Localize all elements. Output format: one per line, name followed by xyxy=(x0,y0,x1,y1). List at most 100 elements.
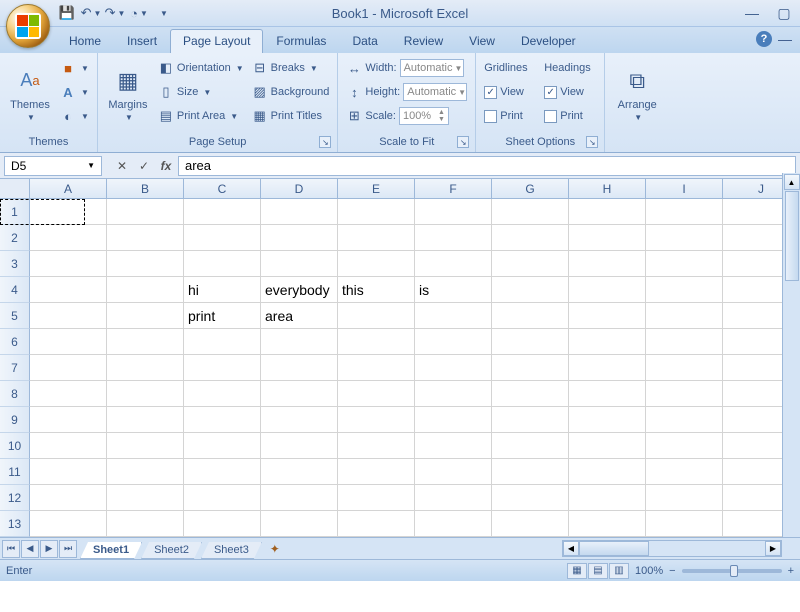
cell-B12[interactable] xyxy=(107,485,184,511)
cell-G8[interactable] xyxy=(492,381,569,407)
col-header-G[interactable]: G xyxy=(492,179,569,199)
cell-I11[interactable] xyxy=(646,459,723,485)
print-titles-button[interactable]: ▦Print Titles xyxy=(250,105,332,127)
cell-E6[interactable] xyxy=(338,329,415,355)
cell-H7[interactable] xyxy=(569,355,646,381)
col-header-D[interactable]: D xyxy=(261,179,338,199)
col-header-I[interactable]: I xyxy=(646,179,723,199)
cell-F7[interactable] xyxy=(415,355,492,381)
col-header-A[interactable]: A xyxy=(30,179,107,199)
cell-C13[interactable] xyxy=(184,511,261,537)
cell-E12[interactable] xyxy=(338,485,415,511)
sheet-tab-sheet3[interactable]: Sheet3 xyxy=(201,542,262,559)
cell-E9[interactable] xyxy=(338,407,415,433)
cell-G7[interactable] xyxy=(492,355,569,381)
cell-F3[interactable] xyxy=(415,251,492,277)
minimize-button[interactable]: — xyxy=(742,4,762,22)
select-all-corner[interactable] xyxy=(0,179,30,199)
office-button[interactable] xyxy=(6,4,50,48)
cell-C9[interactable] xyxy=(184,407,261,433)
cell-I8[interactable] xyxy=(646,381,723,407)
first-sheet-button[interactable]: ⏮ xyxy=(2,540,20,558)
cell-I12[interactable] xyxy=(646,485,723,511)
cell-B11[interactable] xyxy=(107,459,184,485)
tab-formulas[interactable]: Formulas xyxy=(263,29,339,53)
cell-E11[interactable] xyxy=(338,459,415,485)
cancel-edit-button[interactable]: ✕ xyxy=(112,156,132,176)
cell-G1[interactable] xyxy=(492,199,569,225)
cell-D9[interactable] xyxy=(261,407,338,433)
cell-E3[interactable] xyxy=(338,251,415,277)
scale-spinner[interactable]: 100%▲▼ xyxy=(399,107,449,125)
themes-button[interactable]: Aa Themes▼ xyxy=(6,57,54,129)
cell-G11[interactable] xyxy=(492,459,569,485)
row-header-9[interactable]: 9 xyxy=(0,407,30,433)
row-header-3[interactable]: 3 xyxy=(0,251,30,277)
cell-D5[interactable]: area xyxy=(261,303,338,329)
cell-F5[interactable] xyxy=(415,303,492,329)
cell-D1[interactable] xyxy=(261,199,338,225)
cell-C5[interactable]: print xyxy=(184,303,261,329)
cell-A7[interactable] xyxy=(30,355,107,381)
cell-A5[interactable] xyxy=(30,303,107,329)
cell-H2[interactable] xyxy=(569,225,646,251)
tab-review[interactable]: Review xyxy=(391,29,456,53)
help-icon[interactable]: ? xyxy=(756,31,772,47)
gridlines-view-check[interactable]: ✓ View xyxy=(482,81,538,103)
cells-area[interactable]: hieverybodythisisprintarea xyxy=(30,199,800,537)
cell-H13[interactable] xyxy=(569,511,646,537)
cell-A3[interactable] xyxy=(30,251,107,277)
headings-view-check[interactable]: ✓ View xyxy=(542,81,598,103)
cell-C2[interactable] xyxy=(184,225,261,251)
cell-D10[interactable] xyxy=(261,433,338,459)
cell-I9[interactable] xyxy=(646,407,723,433)
row-header-12[interactable]: 12 xyxy=(0,485,30,511)
cell-D11[interactable] xyxy=(261,459,338,485)
print-area-button[interactable]: ▤Print Area▼ xyxy=(156,105,246,127)
cell-I1[interactable] xyxy=(646,199,723,225)
cell-I7[interactable] xyxy=(646,355,723,381)
cell-D2[interactable] xyxy=(261,225,338,251)
sheet-tab-sheet2[interactable]: Sheet2 xyxy=(141,542,202,559)
tab-developer[interactable]: Developer xyxy=(508,29,589,53)
cell-E7[interactable] xyxy=(338,355,415,381)
minimize-ribbon[interactable]: — xyxy=(778,31,792,47)
cell-E1[interactable] xyxy=(338,199,415,225)
cell-G6[interactable] xyxy=(492,329,569,355)
cell-E4[interactable]: this xyxy=(338,277,415,303)
normal-view-button[interactable]: ▦ xyxy=(567,563,587,579)
cell-C6[interactable] xyxy=(184,329,261,355)
scale-launcher[interactable]: ↘ xyxy=(457,136,469,148)
cell-H3[interactable] xyxy=(569,251,646,277)
cell-C4[interactable]: hi xyxy=(184,277,261,303)
theme-colors-button[interactable]: ■▼ xyxy=(58,57,91,79)
zoom-thumb[interactable] xyxy=(730,565,738,577)
tab-home[interactable]: Home xyxy=(56,29,114,53)
row-header-11[interactable]: 11 xyxy=(0,459,30,485)
page-break-view-button[interactable]: ▥ xyxy=(609,563,629,579)
row-header-2[interactable]: 2 xyxy=(0,225,30,251)
cell-F12[interactable] xyxy=(415,485,492,511)
cell-A6[interactable] xyxy=(30,329,107,355)
cell-H11[interactable] xyxy=(569,459,646,485)
zoom-in-button[interactable]: + xyxy=(788,565,794,577)
cell-B1[interactable] xyxy=(107,199,184,225)
col-header-H[interactable]: H xyxy=(569,179,646,199)
tab-view[interactable]: View xyxy=(456,29,508,53)
col-header-E[interactable]: E xyxy=(338,179,415,199)
zoom-level[interactable]: 100% xyxy=(635,565,663,577)
height-combo[interactable]: Automatic▼ xyxy=(403,83,467,101)
tab-insert[interactable]: Insert xyxy=(114,29,170,53)
cell-G5[interactable] xyxy=(492,303,569,329)
undo-button[interactable]: ↶▼ xyxy=(80,3,102,23)
cell-A2[interactable] xyxy=(30,225,107,251)
cell-B7[interactable] xyxy=(107,355,184,381)
row-header-8[interactable]: 8 xyxy=(0,381,30,407)
cell-H12[interactable] xyxy=(569,485,646,511)
cell-E10[interactable] xyxy=(338,433,415,459)
row-header-5[interactable]: 5 xyxy=(0,303,30,329)
cell-I5[interactable] xyxy=(646,303,723,329)
cell-I3[interactable] xyxy=(646,251,723,277)
cell-E8[interactable] xyxy=(338,381,415,407)
cell-F10[interactable] xyxy=(415,433,492,459)
